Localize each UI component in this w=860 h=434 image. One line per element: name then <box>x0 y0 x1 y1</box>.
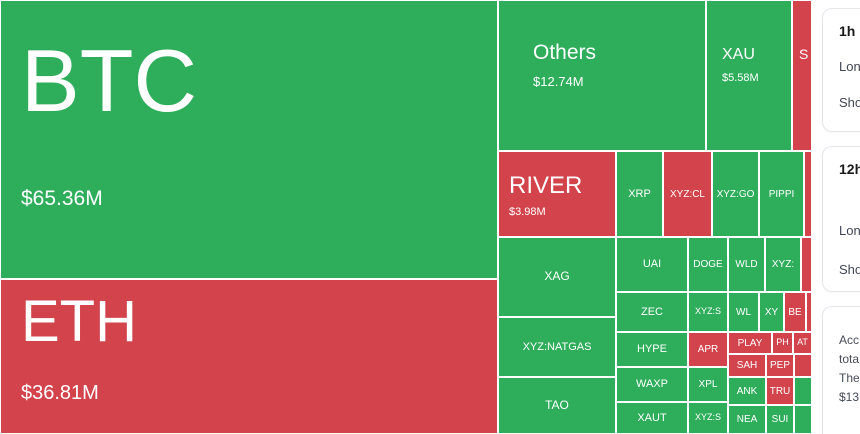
cell-label: XYZ:NATGAS <box>522 340 592 353</box>
cell-label: WLD <box>735 259 758 270</box>
stats-card-12h: 12h Long Short <box>822 146 860 292</box>
treemap-cell-uai[interactable]: UAI <box>616 237 688 292</box>
note-line: The <box>839 371 860 385</box>
long-label: Long <box>839 59 860 74</box>
cell-label: S <box>799 46 809 62</box>
cell-label: DOGE <box>693 259 723 270</box>
cell-value: $3.98M <box>509 206 546 218</box>
treemap-cell-others[interactable]: Others $12.74M <box>498 0 706 151</box>
cell-value: $5.58M <box>722 72 759 84</box>
short-label: Short <box>839 262 860 277</box>
treemap-cell-partial-s[interactable]: S <box>792 0 812 151</box>
treemap-cell-xau[interactable]: XAU $5.58M <box>706 0 792 151</box>
treemap-cell-river[interactable]: RIVER $3.98M <box>498 151 616 237</box>
cell-label: AT <box>797 337 808 348</box>
treemap-cell-pippi[interactable]: PIPPI <box>759 151 804 237</box>
treemap-cell-apr[interactable]: APR <box>688 332 728 367</box>
treemap-cell-wl[interactable]: WL <box>728 292 759 332</box>
treemap-cell-partial[interactable] <box>794 354 812 377</box>
cell-label: XYZ: <box>771 259 795 270</box>
treemap-cell-play[interactable]: PLAY <box>728 332 772 354</box>
treemap-cell-wld[interactable]: WLD <box>728 237 765 292</box>
cell-label: WL <box>736 306 751 318</box>
treemap-cell-xaut[interactable]: XAUT <box>616 402 688 434</box>
card-title: 12h <box>839 161 860 177</box>
cell-label: TRU <box>769 385 791 397</box>
cell-label: PLAY <box>737 337 763 349</box>
treemap-cell-pep[interactable]: PEP <box>766 354 794 377</box>
cell-label: ETH <box>21 289 137 354</box>
treemap-cell-tao[interactable]: TAO <box>498 377 616 434</box>
cell-label: NEA <box>736 414 758 425</box>
cell-label: UAI <box>642 258 662 271</box>
treemap-cell-eth[interactable]: ETH $36.81M <box>0 279 498 434</box>
cell-label: TAO <box>545 397 569 412</box>
note-line: Acc <box>839 333 860 347</box>
cell-value: $12.74M <box>533 74 584 89</box>
cell-label: XRP <box>628 187 651 200</box>
cell-label: XYZ:GO <box>716 188 755 200</box>
cell-label: APR <box>697 344 719 355</box>
treemap-cell-at[interactable]: AT <box>793 332 812 354</box>
cell-label: WAXP <box>636 378 668 391</box>
treemap-cell-xag[interactable]: XAG <box>498 237 616 317</box>
cell-label: XY <box>764 306 779 318</box>
cell-label: PEP <box>769 360 790 371</box>
cell-label: XYZ:S <box>694 412 721 423</box>
stats-card-1h: 1h Long Short <box>822 8 860 132</box>
treemap-cell-xyz-s2[interactable]: XYZ:S <box>688 402 728 434</box>
treemap-cell-xyz-natgas[interactable]: XYZ:NATGAS <box>498 317 616 377</box>
treemap-cell-partial[interactable] <box>804 151 812 237</box>
cell-label: PH <box>776 337 789 348</box>
treemap-cell-tru[interactable]: TRU <box>766 377 794 405</box>
treemap-cell-btc[interactable]: BTC $65.36M <box>0 0 498 279</box>
treemap-cell-xyz[interactable]: XYZ: <box>765 237 801 292</box>
cell-label: BE <box>788 306 802 318</box>
treemap-cell-xy[interactable]: XY <box>759 292 784 332</box>
treemap-cell-hype[interactable]: HYPE <box>616 332 688 367</box>
treemap-cell-partial[interactable] <box>806 292 812 332</box>
cell-label: XAU <box>722 46 755 63</box>
short-label: Short <box>839 95 860 110</box>
treemap-cell-doge[interactable]: DOGE <box>688 237 728 292</box>
treemap-cell-waxp[interactable]: WAXP <box>616 367 688 402</box>
cell-label: BTC <box>21 31 197 130</box>
cell-value: $65.36M <box>21 187 103 211</box>
treemap-cell-partial[interactable] <box>794 377 812 405</box>
cell-value: $36.81M <box>21 381 99 404</box>
cell-label: HYPE <box>637 343 667 356</box>
cell-label: SAH <box>736 360 758 371</box>
treemap-cell-ank[interactable]: ANK <box>728 377 766 405</box>
treemap-cell-partial[interactable] <box>794 405 812 434</box>
treemap-cell-be[interactable]: BE <box>784 292 806 332</box>
cell-label: ZEC <box>641 305 663 318</box>
cell-label: Others <box>533 41 597 64</box>
cell-label: XYZ:S <box>694 306 721 317</box>
treemap-cell-xyz-cl[interactable]: XYZ:CL <box>663 151 712 237</box>
cell-label: XYZ:CL <box>669 188 705 200</box>
cell-label: ANK <box>736 385 758 397</box>
note-line: $13 <box>839 390 860 404</box>
treemap-cell-partial[interactable] <box>801 237 812 292</box>
cell-label: RIVER <box>509 172 583 199</box>
card-title: 1h <box>839 23 856 39</box>
cell-label: SUI <box>771 414 789 425</box>
cell-label: XPL <box>698 379 718 390</box>
cell-label: XAG <box>544 269 570 284</box>
treemap-cell-xyz-s[interactable]: XYZ:S <box>688 292 728 332</box>
note-line: tota <box>839 352 860 366</box>
treemap-cell-sah[interactable]: SAH <box>728 354 766 377</box>
treemap-cell-ph[interactable]: PH <box>772 332 793 354</box>
treemap-cell-sui[interactable]: SUI <box>766 405 794 434</box>
treemap-cell-zec[interactable]: ZEC <box>616 292 688 332</box>
treemap-cell-xrp[interactable]: XRP <box>616 151 663 237</box>
treemap-cell-nea[interactable]: NEA <box>728 405 766 434</box>
cell-label: PIPPI <box>768 188 795 200</box>
treemap-cell-xyz-go[interactable]: XYZ:GO <box>712 151 759 237</box>
long-label: Long <box>839 223 860 238</box>
summary-note-card: Acc tota The $13 <box>822 306 860 434</box>
cell-label: XAUT <box>637 411 667 424</box>
treemap-cell-xpl[interactable]: XPL <box>688 367 728 402</box>
